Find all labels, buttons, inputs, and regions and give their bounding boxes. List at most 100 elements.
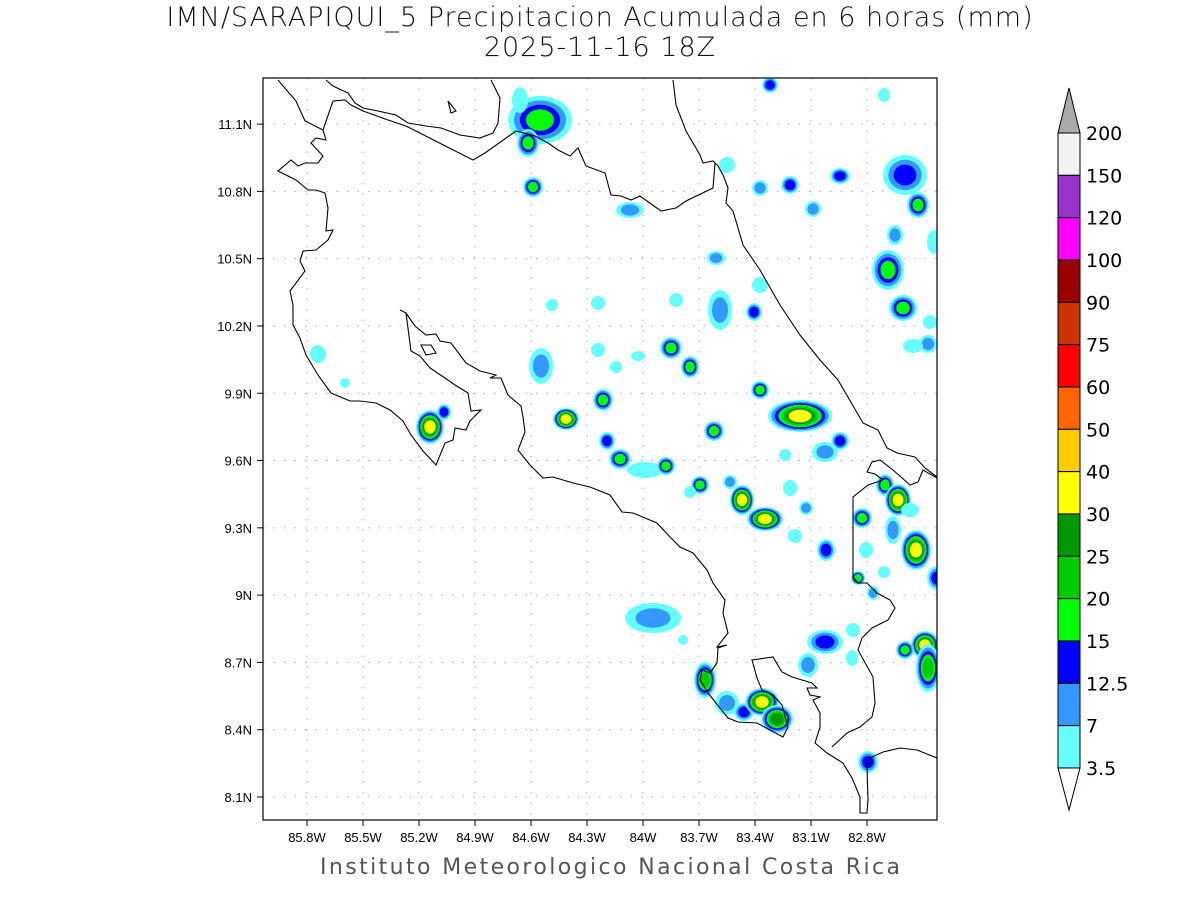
- precip-cell: [885, 484, 911, 516]
- precip-cell: [609, 449, 631, 469]
- precip-contour: [684, 486, 696, 498]
- precip-cell: [708, 290, 732, 330]
- precip-contour: [878, 88, 890, 102]
- precip-cell: [684, 486, 696, 498]
- precip-cell: [416, 410, 444, 444]
- precip-contour: [783, 480, 797, 496]
- precip-contour: [310, 345, 326, 363]
- precip-cell: [788, 529, 802, 543]
- precip-contour: [784, 179, 796, 191]
- precip-contour: [424, 420, 436, 434]
- precip-contour: [708, 425, 720, 437]
- precip-contour: [712, 297, 728, 323]
- precip-contour: [631, 351, 645, 361]
- precip-cell: [610, 361, 622, 373]
- precip-cell: [901, 530, 931, 570]
- precip-contour: [533, 354, 549, 378]
- precipitation-field: [310, 78, 937, 773]
- precip-contour: [922, 658, 934, 678]
- precip-contour: [755, 696, 769, 708]
- legend-label: 150: [1086, 165, 1122, 187]
- legend-label: 12.5: [1086, 673, 1128, 695]
- legend-swatch: [1057, 259, 1081, 303]
- precip-contour: [816, 445, 834, 459]
- lon-tick-label: 84.9W: [456, 830, 494, 845]
- lon-tick-label: 82.8W: [848, 830, 886, 845]
- precip-contour: [859, 542, 873, 558]
- footer-credit: Instituto Meteorologico Nacional Costa R…: [320, 855, 903, 880]
- precip-contour: [602, 435, 612, 447]
- precip-cell: [923, 315, 937, 329]
- precip-cell: [691, 476, 709, 494]
- precip-contour: [610, 361, 622, 373]
- precip-contour: [880, 260, 896, 280]
- legend-swatch: [1057, 301, 1081, 346]
- legend-swatch: [1057, 174, 1081, 219]
- precip-contour: [788, 409, 812, 423]
- precip-cell: [783, 480, 797, 496]
- precip-cell: [872, 250, 904, 290]
- legend-swatch: [1057, 640, 1081, 684]
- precip-contour: [439, 407, 449, 417]
- precip-contour: [719, 157, 735, 173]
- precip-cell: [678, 635, 688, 645]
- precip-cell: [631, 351, 645, 361]
- precip-contour: [725, 477, 735, 487]
- lon-tick-label: 85.2W: [400, 830, 438, 845]
- precip-contour: [900, 645, 910, 655]
- precip-contour: [719, 695, 735, 711]
- precip-contour: [912, 198, 924, 212]
- precip-contour: [754, 182, 766, 194]
- precip-contour: [834, 435, 846, 447]
- precip-cell: [781, 176, 799, 194]
- precip-cell: [846, 623, 860, 637]
- precip-cell: [896, 641, 914, 659]
- lat-tick-label: 8.7N: [225, 655, 252, 670]
- precip-contour: [526, 109, 554, 131]
- precip-cell: [310, 345, 326, 363]
- map-title: IMN/SARAPIQUI_5 Precipitacion Acumulada …: [166, 2, 1034, 33]
- legend-swatch: [1057, 682, 1081, 727]
- precip-contour: [903, 339, 923, 353]
- precip-cell: [817, 539, 835, 561]
- precip-cell: [927, 230, 937, 254]
- precip-contour: [757, 513, 773, 525]
- lon-tick-label: 84W: [630, 830, 657, 845]
- precip-contour: [591, 343, 605, 357]
- precip-contour: [856, 512, 868, 524]
- precip-cell: [625, 603, 681, 633]
- precip-contour: [854, 574, 862, 582]
- precip-cell: [704, 421, 724, 441]
- precip-contour: [560, 414, 572, 424]
- precip-cell: [830, 168, 850, 184]
- legend-swatch: [1057, 217, 1081, 261]
- precip-cell: [919, 335, 937, 353]
- precip-contour: [846, 623, 860, 637]
- precip-contour: [801, 503, 811, 513]
- precip-cell: [878, 566, 890, 578]
- precip-contour: [909, 542, 923, 558]
- precip-contour: [801, 657, 815, 673]
- legend-under-triangle: [1057, 767, 1081, 812]
- island: [447, 100, 457, 114]
- precip-contour: [862, 755, 874, 769]
- precip-contour: [527, 181, 539, 193]
- precip-cell: [779, 449, 791, 461]
- lat-tick-label: 8.4N: [225, 723, 252, 738]
- precip-contour: [892, 493, 904, 507]
- precip-contour: [678, 635, 688, 645]
- legend-swatch: [1057, 344, 1081, 388]
- island: [420, 344, 437, 356]
- precip-contour: [901, 503, 919, 517]
- map-frame: [262, 77, 938, 821]
- legend-label: 120: [1086, 208, 1122, 230]
- lon-tick-label: 83.1W: [792, 830, 830, 845]
- map-subtitle: 2025-11-16 18Z: [483, 32, 717, 63]
- precip-cell: [719, 157, 735, 173]
- legend-label: 50: [1086, 419, 1110, 441]
- precip-contour: [815, 635, 835, 649]
- precip-cell: [517, 129, 539, 157]
- precip-cell: [846, 650, 858, 666]
- precip-cell: [916, 644, 937, 692]
- precip-cell: [927, 566, 937, 590]
